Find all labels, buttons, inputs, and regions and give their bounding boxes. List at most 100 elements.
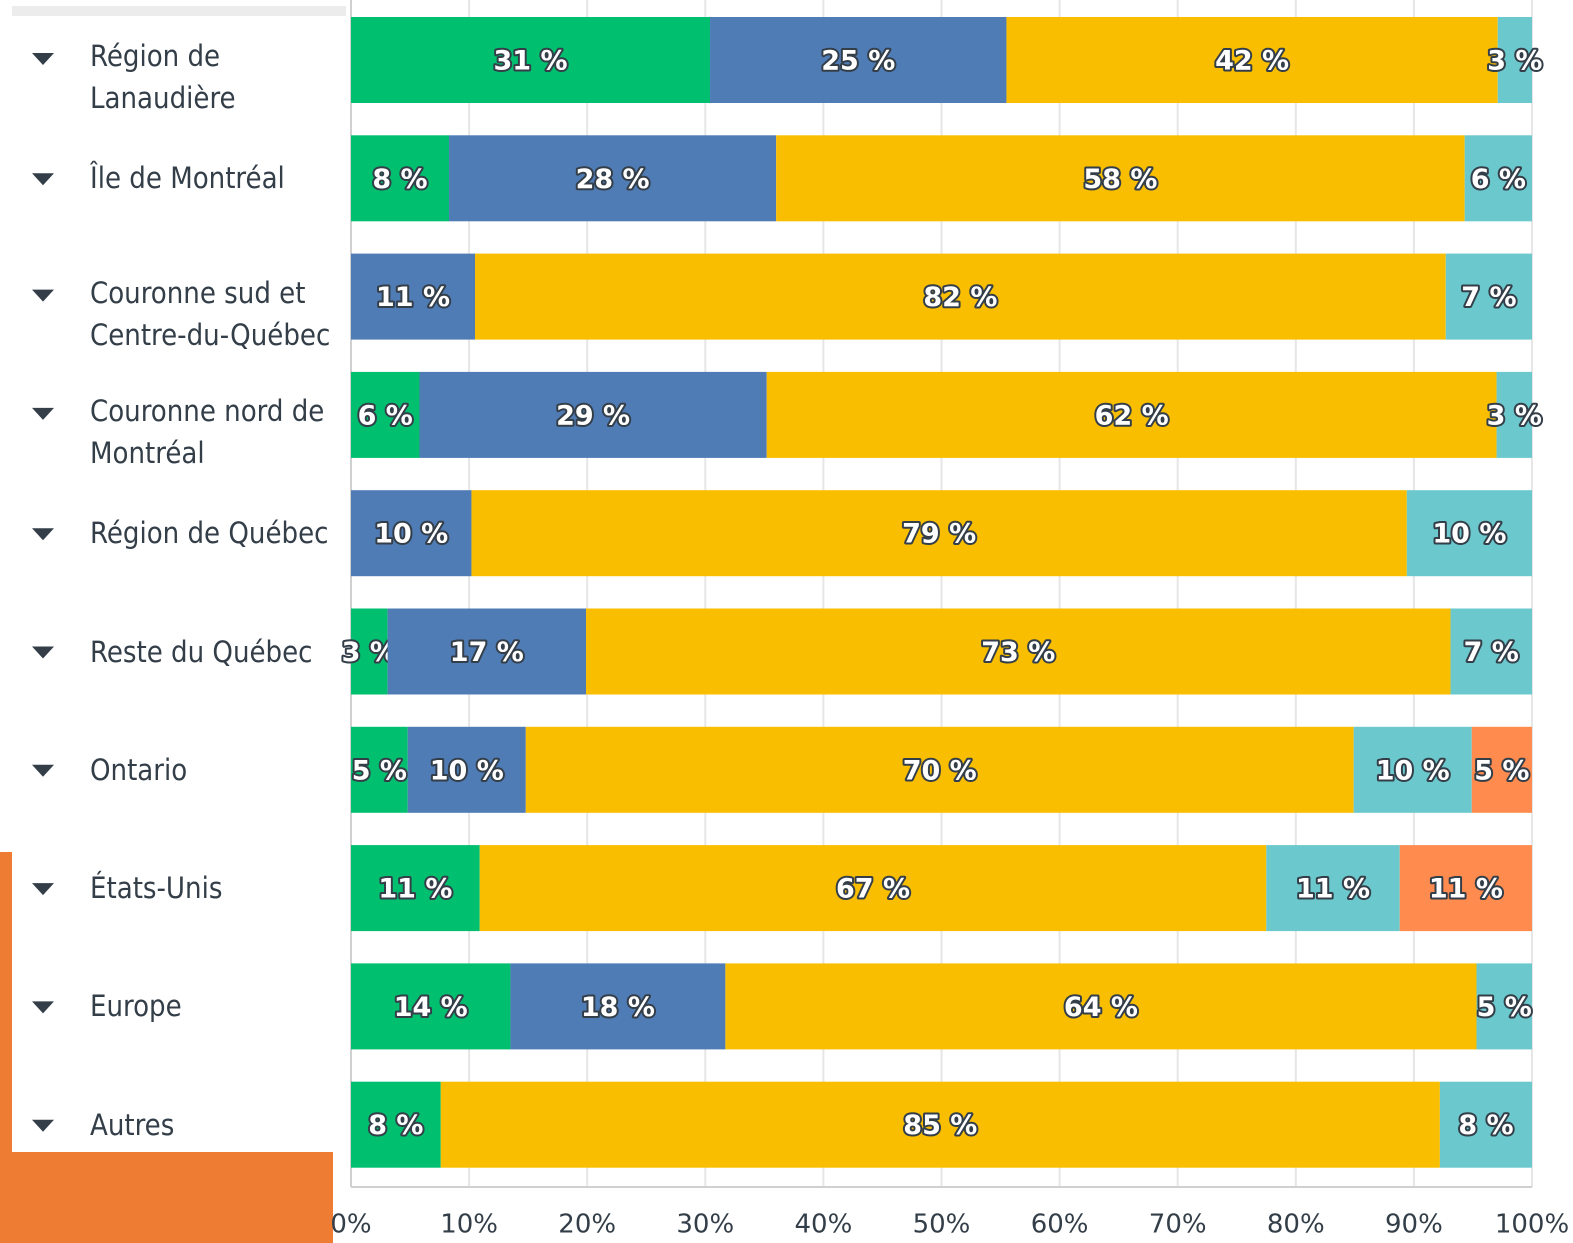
data-label: 14 % (394, 992, 468, 1023)
bar-segment (1006, 17, 1498, 103)
data-label: 79 % (902, 519, 976, 550)
bar-segment (1476, 963, 1532, 1050)
bar-segment (351, 371, 420, 458)
bar-segment (510, 963, 726, 1050)
data-label: 8 % (368, 1110, 423, 1141)
bar-segment (1450, 608, 1532, 695)
data-label: 5 % (1477, 992, 1532, 1023)
data-label: 73 % (981, 637, 1055, 668)
expand-arrow (32, 1119, 54, 1132)
bar-segment (1266, 845, 1400, 932)
data-label: 31 % (493, 46, 567, 77)
expand-arrow (32, 53, 54, 65)
data-label: 28 % (576, 164, 650, 195)
x-tick-label: 60% (1031, 1210, 1089, 1240)
data-label: 10 % (430, 755, 504, 786)
x-tick-label: 10% (440, 1210, 498, 1240)
data-label: 7 % (1464, 637, 1519, 668)
data-label: 29 % (556, 400, 630, 431)
data-label: 11 % (378, 874, 452, 905)
data-label: 6 % (1471, 164, 1526, 195)
data-label: 85 % (903, 1110, 977, 1141)
bar-segment (351, 608, 388, 695)
bar-segment (440, 1081, 1440, 1168)
bar-segment (351, 845, 480, 932)
category-label: Île de Montréal (90, 161, 285, 196)
expand-arrow (32, 173, 54, 186)
top-bar (12, 6, 346, 16)
x-tick-label: 0% (330, 1210, 371, 1240)
bar-segment (1496, 371, 1532, 458)
bar-segment (479, 845, 1267, 932)
bar-segment (710, 17, 1007, 103)
data-label: 5 % (352, 755, 407, 786)
bar-segment (1439, 1081, 1532, 1168)
bar-segment (449, 135, 777, 222)
bar-segment (766, 371, 1497, 458)
expand-arrow (32, 528, 54, 541)
bar-segment (351, 963, 511, 1050)
bar-segment (387, 608, 587, 695)
data-label: 10 % (1432, 519, 1506, 550)
x-tick-label: 20% (558, 1210, 616, 1240)
x-tick-label: 40% (795, 1210, 853, 1240)
x-tick-label: 30% (676, 1210, 734, 1240)
data-label: 6 % (358, 400, 413, 431)
bar-segment (351, 490, 472, 577)
data-label: 5 % (1474, 755, 1529, 786)
data-label: 8 % (372, 164, 427, 195)
category-label: Couronne sud et Centre-du-Québec (90, 275, 331, 352)
expand-arrow (32, 646, 54, 659)
data-label: 42 % (1215, 46, 1289, 77)
data-label: 11 % (1429, 874, 1503, 905)
bar-segment (471, 490, 1407, 577)
bar-segment (419, 371, 767, 458)
data-label: 62 % (1095, 400, 1169, 431)
data-label: 58 % (1083, 164, 1157, 195)
bar-segment (407, 726, 526, 813)
category-label: Reste du Québec (90, 634, 313, 669)
expand-arrow (32, 289, 54, 302)
category-label: Région de Québec (90, 516, 329, 551)
data-label: 11 % (376, 282, 450, 313)
bar-segment (351, 135, 450, 222)
data-label: 3 % (1487, 46, 1542, 77)
x-tick-label: 70% (1149, 1210, 1207, 1240)
category-label: États-Unis (90, 871, 223, 906)
data-label: 7 % (1461, 282, 1516, 313)
bar-segment (351, 17, 711, 103)
x-tick-label: 80% (1267, 1210, 1325, 1240)
data-label: 10 % (374, 519, 448, 550)
data-label: 10 % (1376, 755, 1450, 786)
bar-segment (351, 253, 476, 340)
data-label: 8 % (1458, 1110, 1513, 1141)
expand-arrow (32, 1001, 54, 1014)
data-label: 25 % (821, 46, 895, 77)
data-label: 64 % (1064, 992, 1138, 1023)
category-label: Autres (90, 1107, 175, 1142)
bar-segment (1445, 253, 1532, 340)
bar-segment (725, 963, 1477, 1050)
bar-segment (475, 253, 1446, 340)
data-label: 3 % (1487, 400, 1542, 431)
data-label: 17 % (450, 637, 524, 668)
data-label: 67 % (836, 874, 910, 905)
x-tick-label: 50% (913, 1210, 971, 1240)
data-label: 18 % (581, 992, 655, 1023)
x-tick-label: 100% (1495, 1210, 1569, 1240)
bar-segment (525, 726, 1354, 813)
x-tick-label: 90% (1385, 1210, 1443, 1240)
bar-segment (1406, 490, 1532, 577)
bar-segment (1353, 726, 1472, 813)
bar-segment (1399, 845, 1532, 932)
category-label: Couronne nord de Montréal (90, 393, 325, 470)
expand-arrow (32, 883, 54, 896)
bar-segment (586, 608, 1451, 695)
decor (0, 852, 12, 1152)
bar-segment (776, 135, 1465, 222)
expand-arrow (32, 764, 54, 777)
data-label: 11 % (1296, 874, 1370, 905)
bar-segment (1497, 17, 1532, 103)
